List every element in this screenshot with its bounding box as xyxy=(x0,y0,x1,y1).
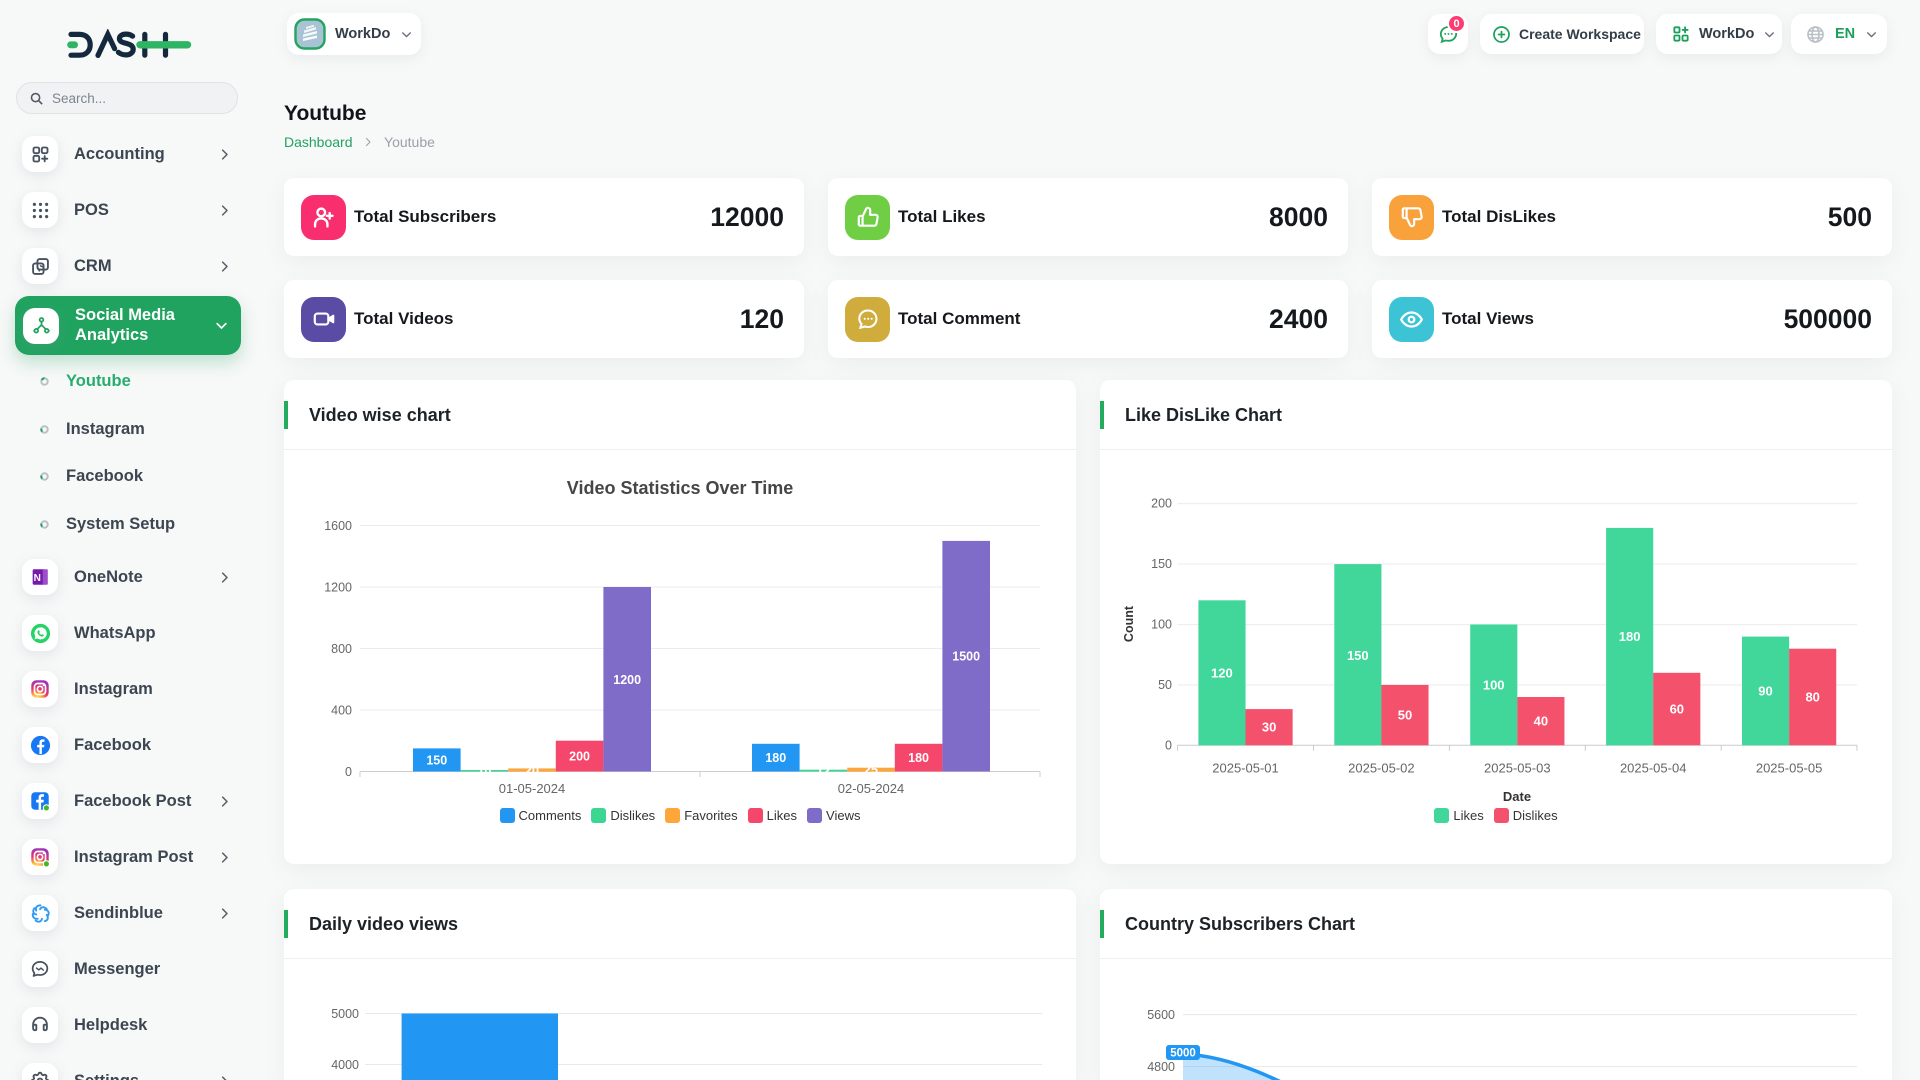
svg-text:20: 20 xyxy=(525,763,539,777)
svg-text:200: 200 xyxy=(1151,497,1172,511)
svg-text:60: 60 xyxy=(1670,702,1684,717)
svg-text:5000: 5000 xyxy=(331,1007,359,1021)
svg-text:2025-05-01: 2025-05-01 xyxy=(1212,761,1279,776)
svg-text:200: 200 xyxy=(569,750,590,764)
svg-text:1200: 1200 xyxy=(613,673,641,687)
svg-text:10: 10 xyxy=(477,764,491,778)
svg-text:0: 0 xyxy=(1165,739,1172,753)
svg-text:2025-05-03: 2025-05-03 xyxy=(1484,761,1551,776)
svg-text:12: 12 xyxy=(816,764,830,778)
svg-text:1600: 1600 xyxy=(324,519,352,533)
svg-text:30: 30 xyxy=(1262,720,1276,735)
svg-text:50: 50 xyxy=(1398,708,1412,723)
svg-text:2025-05-02: 2025-05-02 xyxy=(1348,761,1415,776)
svg-text:150: 150 xyxy=(1151,557,1172,571)
svg-text:180: 180 xyxy=(1619,629,1641,644)
svg-text:01-05-2024: 01-05-2024 xyxy=(499,781,566,796)
svg-text:180: 180 xyxy=(908,751,929,765)
svg-text:800: 800 xyxy=(331,642,352,656)
svg-text:150: 150 xyxy=(1347,648,1369,663)
svg-text:2025-05-04: 2025-05-04 xyxy=(1620,761,1687,776)
svg-text:400: 400 xyxy=(331,704,352,718)
svg-text:120: 120 xyxy=(1211,665,1233,680)
svg-text:40: 40 xyxy=(1534,714,1548,729)
svg-text:180: 180 xyxy=(765,751,786,765)
svg-text:4800: 4800 xyxy=(1147,1060,1175,1074)
svg-text:100: 100 xyxy=(1151,618,1172,632)
svg-text:Date: Date xyxy=(1503,789,1531,804)
svg-text:Video Statistics Over Time: Video Statistics Over Time xyxy=(567,478,793,498)
svg-text:5600: 5600 xyxy=(1147,1008,1175,1022)
svg-text:5000: 5000 xyxy=(1170,1048,1196,1060)
svg-text:100: 100 xyxy=(1483,677,1505,692)
svg-text:1500: 1500 xyxy=(952,650,980,664)
svg-text:80: 80 xyxy=(1805,690,1819,705)
svg-text:1200: 1200 xyxy=(324,581,352,595)
svg-text:2025-05-05: 2025-05-05 xyxy=(1756,761,1823,776)
svg-text:0: 0 xyxy=(345,765,352,779)
svg-text:02-05-2024: 02-05-2024 xyxy=(838,781,905,796)
svg-text:90: 90 xyxy=(1758,684,1772,699)
svg-text:N: N xyxy=(34,573,41,584)
svg-text:4000: 4000 xyxy=(331,1058,359,1072)
svg-text:50: 50 xyxy=(1158,678,1172,692)
svg-text:25: 25 xyxy=(864,763,878,777)
svg-text:Count: Count xyxy=(1122,605,1136,642)
svg-text:150: 150 xyxy=(426,754,447,768)
